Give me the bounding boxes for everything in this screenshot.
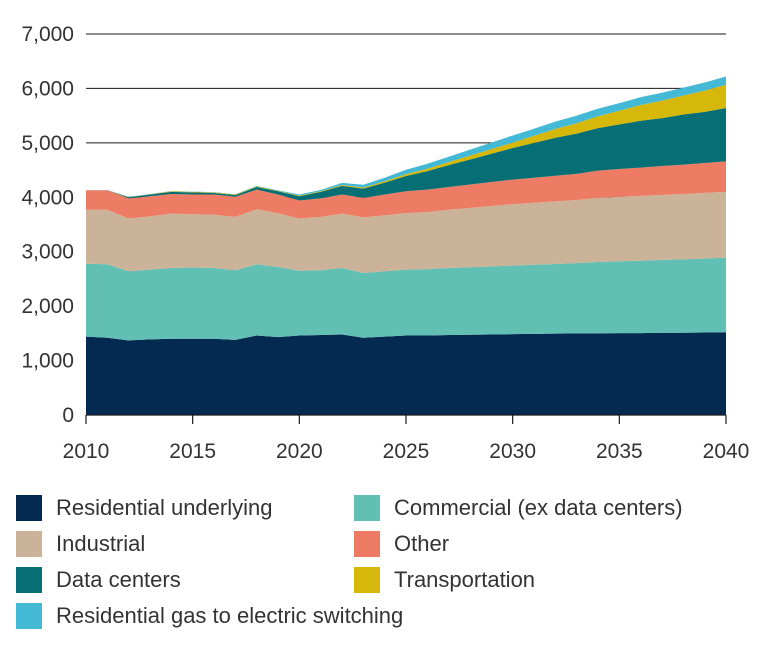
area-series <box>86 76 726 415</box>
area-series-7 <box>86 76 726 198</box>
x-tick-label: 2015 <box>169 440 216 463</box>
area-series-1 <box>86 332 726 415</box>
legend-label: Residential underlying <box>56 495 273 520</box>
x-tick-label: 2020 <box>276 440 323 463</box>
legend-item-2: Commercial (ex data centers) <box>354 492 683 524</box>
x-tick-label: 2010 <box>63 440 110 463</box>
legend-swatch <box>16 495 42 521</box>
x-tick-label: 2035 <box>596 440 643 463</box>
stacked-area-chart: 0 1,000 2,000 3,000 4,000 5,000 6,000 7,000 2010… <box>21 23 749 463</box>
y-tick-label: 5,000 <box>21 132 74 155</box>
y-tick-label: 4,000 <box>21 186 74 209</box>
legend-label: Transportation <box>394 567 536 592</box>
x-tick-label: 2040 <box>703 440 750 463</box>
legend-item-3: Industrial <box>16 528 145 560</box>
legend-label: Residential gas to electric switching <box>56 603 404 628</box>
legend-swatch <box>16 567 42 593</box>
y-tick-label: 0 <box>62 404 74 427</box>
legend-item-5: Data centers <box>16 564 181 596</box>
area-series-5 <box>86 108 726 201</box>
y-tick-label: 3,000 <box>21 241 74 264</box>
legend-label: Other <box>394 531 450 556</box>
y-tick-label: 2,000 <box>21 295 74 318</box>
x-tick-label: 2025 <box>383 440 430 463</box>
legend-label: Data centers <box>56 567 181 592</box>
y-tick-label: 7,000 <box>21 23 74 46</box>
y-tick-label: 6,000 <box>21 77 74 100</box>
legend-swatch <box>16 531 42 557</box>
legend-label: Commercial (ex data centers) <box>394 495 683 520</box>
legend-item-4: Other <box>354 528 449 560</box>
axes: 0 1,000 2,000 3,000 4,000 5,000 6,000 7,000 2010… <box>21 23 749 463</box>
legend-swatch <box>354 495 380 521</box>
x-tick-label: 2030 <box>489 440 536 463</box>
area-series-3 <box>86 191 726 273</box>
y-tick-label: 1,000 <box>21 350 74 373</box>
area-series-2 <box>86 257 726 341</box>
legend-item-7: Residential gas to electric switching <box>16 600 403 632</box>
legend-swatch <box>354 531 380 557</box>
legend-item-1: Residential underlying <box>16 492 272 524</box>
legend-item-6: Transportation <box>354 564 535 596</box>
legend-label: Industrial <box>56 531 146 556</box>
area-series-6 <box>86 84 726 198</box>
legend-swatch <box>354 567 380 593</box>
legend-swatch <box>16 603 42 629</box>
area-series-4 <box>86 161 726 219</box>
